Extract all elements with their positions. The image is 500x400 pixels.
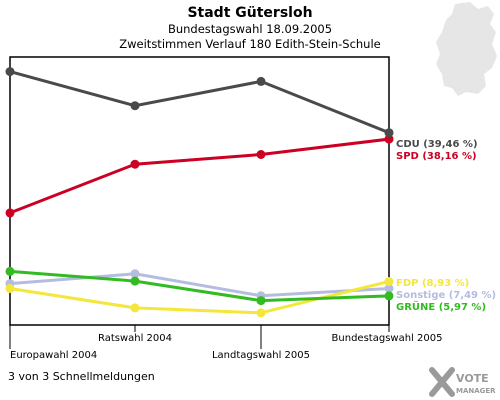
data-point-grüne xyxy=(130,276,140,286)
series-line-grüne xyxy=(9,269,390,303)
x-tick-label: Landtagswahl 2005 xyxy=(212,350,310,361)
data-point-cdu xyxy=(130,101,140,111)
series-label-grüne: GRÜNE (5,97 %) xyxy=(396,299,486,313)
chart-title: Stadt Gütersloh xyxy=(187,5,312,21)
data-point-fdp xyxy=(130,303,140,313)
footer-text: 3 von 3 Schnellmeldungen xyxy=(8,370,155,383)
series-label-cdu: CDU (39,46 %) xyxy=(396,139,478,150)
series-lines xyxy=(9,70,390,315)
data-point-sonstige xyxy=(130,269,140,279)
germany-map-icon xyxy=(436,2,497,96)
x-tick-label: Bundestagswahl 2005 xyxy=(332,333,443,344)
data-point-spd xyxy=(130,159,140,169)
x-tick-label: Europawahl 2004 xyxy=(10,350,97,361)
vote-x-icon xyxy=(429,367,455,397)
data-point-grüne xyxy=(5,266,15,276)
logo-line-2: MANAGER xyxy=(456,387,496,395)
series-line-cdu xyxy=(9,70,390,135)
data-point-grüne xyxy=(256,296,266,306)
chart-subtitle: Bundestagswahl 18.09.2005 xyxy=(168,22,332,36)
data-point-cdu xyxy=(5,67,15,77)
data-point-fdp xyxy=(384,277,394,286)
series-label-spd: SPD (38,16 %) xyxy=(396,151,477,162)
data-point-sonstige xyxy=(384,284,394,293)
data-point-cdu xyxy=(384,128,394,138)
chart-subtitle-2: Zweitstimmen Verlauf 180 Edith-Stein-Sch… xyxy=(119,37,381,51)
data-point-fdp xyxy=(5,284,15,293)
series-line-spd xyxy=(9,137,390,215)
vote-manager-logo: VOTE MANAGER xyxy=(429,367,496,397)
series-label-fdp: FDP (8,93 %) xyxy=(396,278,469,289)
series-points xyxy=(5,67,394,318)
x-tick-label: Ratswahl 2004 xyxy=(98,333,172,344)
series-label-sonstige: Sonstige (7,49 %) xyxy=(396,290,496,301)
data-point-spd xyxy=(384,134,394,144)
data-point-cdu xyxy=(256,76,266,86)
plot-frame xyxy=(9,56,390,326)
series-labels: CDU (39,46 %)SPD (38,16 %) FDP (8,93 %)So… xyxy=(396,139,496,313)
logo-line-1: VOTE xyxy=(456,372,489,385)
data-point-grüne xyxy=(384,291,394,301)
series-line-sonstige xyxy=(9,272,390,298)
data-point-spd xyxy=(5,208,15,218)
data-point-fdp xyxy=(256,308,266,318)
data-point-spd xyxy=(256,150,266,159)
